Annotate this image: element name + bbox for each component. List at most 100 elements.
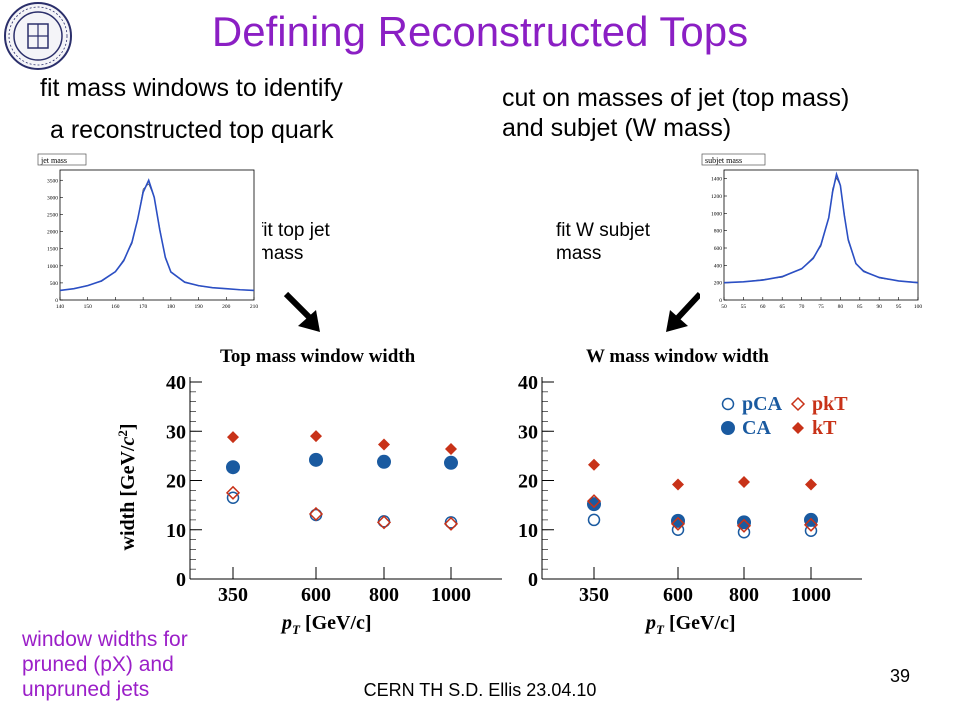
top-chart-ytick-label: 10 <box>166 520 186 542</box>
top-chart-point-kt <box>445 442 457 455</box>
subjet-mass-ytick-label: 600 <box>714 246 723 252</box>
w-chart-legend-marker-pkt <box>790 396 806 412</box>
left-text-line2: a reconstructed top quark <box>50 116 334 144</box>
jet-mass-ytick-label: 2500 <box>47 212 58 218</box>
top-chart-xlabel: pT [GeV/c] <box>280 612 372 637</box>
jet-mass-axes <box>59 169 255 301</box>
subjet-mass-xtick-label: 65 <box>779 304 785 310</box>
jet-mass-frame <box>36 150 262 312</box>
top-chart-point-ca <box>444 455 458 470</box>
jet-mass-ytick-label: 1000 <box>47 264 58 270</box>
subjet-mass-fit-curve <box>723 171 919 284</box>
top-mass-window-chart: Top mass window width 0 10 20 30 40 350 600 800 1… <box>115 346 502 637</box>
subjet-mass-xtick-label: 95 <box>896 304 902 310</box>
subjet-mass-ytick-label: 0 <box>719 298 722 304</box>
top-chart-ytick-label: 40 <box>166 372 186 394</box>
subjet-mass-ytick-label: 1200 <box>711 194 722 200</box>
top-chart-point-kt <box>227 431 239 444</box>
w-chart-legend-label-kt: kT <box>812 417 837 439</box>
w-mass-window-chart: W mass window width 0 10 20 30 40 350 600 800 100… <box>518 346 862 637</box>
subjet-mass-xtick-label: 55 <box>741 304 747 310</box>
jet-mass-ytick-label: 500 <box>50 281 59 287</box>
right-text-line1: cut on masses of jet (top mass) <box>502 84 850 112</box>
footer: CERN TH S.D. Ellis 23.04.10 <box>363 680 597 700</box>
w-chart-point-pca <box>587 513 601 527</box>
jet-mass-ytick-label: 3500 <box>47 178 58 184</box>
subjet-mass-ytick-label: 800 <box>714 229 723 235</box>
w-chart-point-kt <box>805 478 817 491</box>
subjet-mass-histogram: subjet mass 50 55 60 65 70 75 80 85 90 95 100 0 200 40… <box>700 150 926 312</box>
subjet-mass-xtick-label: 90 <box>876 304 882 310</box>
subjet-mass-xtick-label: 50 <box>721 304 727 310</box>
top-chart-ytick-label: 30 <box>166 421 186 443</box>
w-chart-point-ca <box>587 497 601 512</box>
w-chart-point-ca <box>804 512 818 527</box>
w-chart-xtick-label: 800 <box>729 584 759 606</box>
w-chart-legend-label-pkt: pkT <box>812 393 848 415</box>
w-chart-ytick-label: 20 <box>518 471 538 493</box>
top-chart-point-ca <box>377 454 391 469</box>
jet-mass-xtick-label: 140 <box>56 304 65 310</box>
bottom-note-line3: unpruned jets <box>22 678 150 701</box>
w-chart-ytick-label: 30 <box>518 421 538 443</box>
top-chart-point-pkt <box>308 506 324 522</box>
jet-mass-ytick-label: 2000 <box>47 230 58 236</box>
top-chart-point-ca <box>226 460 240 475</box>
w-chart-point-pkt <box>736 518 752 533</box>
top-chart-ytick-label: 20 <box>166 471 186 493</box>
subjet-mass-title: subjet mass <box>705 156 742 165</box>
w-chart-ytick-label: 10 <box>518 520 538 542</box>
subjet-mass-xtick-label: 85 <box>857 304 863 310</box>
subjet-mass-xtick-label: 80 <box>838 304 844 310</box>
university-seal-logo <box>4 2 72 70</box>
subjet-mass-frame <box>700 150 926 312</box>
left-fit-label-line1: fit top jet <box>258 220 330 241</box>
jet-mass-histogram: jet mass 140 150 160 170 180 190 200 210 0 500 1000… <box>36 150 262 312</box>
top-chart-point-pkt <box>376 515 392 530</box>
bottom-note: window widths for pruned (pX) and unprun… <box>22 627 282 702</box>
down-left-arrow-icon <box>666 291 703 332</box>
w-chart-point-ca <box>671 513 685 528</box>
slide-title: Defining Reconstructed Tops <box>211 8 749 55</box>
top-chart-point-pca <box>226 491 240 504</box>
top-chart-title: Top mass window width <box>220 346 416 367</box>
jet-mass-xtick-label: 150 <box>84 304 93 310</box>
w-chart-xtick-label: 600 <box>663 584 693 606</box>
bottom-note-line2: pruned (pX) and <box>22 653 174 676</box>
w-chart-legend-marker-kt <box>792 422 804 434</box>
w-chart-xlabel: pT [GeV/c] <box>644 612 736 637</box>
jet-mass-ytick-label: 1500 <box>47 247 58 253</box>
w-chart-point-kt <box>738 475 750 488</box>
w-chart-xtick-label: 350 <box>579 584 609 606</box>
jet-mass-xtick-label: 190 <box>194 304 203 310</box>
jet-mass-xtick-label: 160 <box>111 304 120 310</box>
top-chart-xtick-label: 800 <box>369 584 399 606</box>
w-chart-title: W mass window width <box>586 346 769 367</box>
jet-mass-xtick-label: 200 <box>222 304 231 310</box>
jet-mass-title: jet mass <box>40 156 67 165</box>
jet-mass-title-box <box>37 153 87 166</box>
top-chart-xtick-label: 600 <box>301 584 331 606</box>
right-fit-label-line2: mass <box>556 243 602 264</box>
subjet-mass-ytick-label: 200 <box>714 281 723 287</box>
subjet-mass-xtick-label: 60 <box>760 304 766 310</box>
w-chart-ytick-label: 0 <box>528 569 538 591</box>
top-chart-point-pkt <box>443 516 459 531</box>
subjet-mass-ytick-label: 400 <box>714 263 723 269</box>
left-text-line1: fit mass windows to identify <box>40 74 343 102</box>
w-chart-point-kt <box>588 458 600 471</box>
subjet-mass-xtick-label: 75 <box>818 304 824 310</box>
right-text-line2: and subjet (W mass) <box>502 114 732 142</box>
w-chart-xtick-label: 1000 <box>791 584 831 606</box>
subjet-mass-xtick-label: 70 <box>799 304 805 310</box>
top-chart-point-kt <box>378 438 390 451</box>
jet-mass-ytick-label: 3000 <box>47 195 58 201</box>
w-chart-point-pkt <box>670 516 686 531</box>
down-right-arrow-icon <box>283 291 320 332</box>
right-fit-label-line1: fit W subjet <box>556 220 650 241</box>
w-chart-ytick-label: 40 <box>518 372 538 394</box>
top-chart-point-pkt <box>225 485 241 500</box>
subjet-mass-xtick-label: 100 <box>914 304 923 310</box>
jet-mass-fit-curve <box>59 178 255 292</box>
jet-mass-ytick-label: 0 <box>55 298 58 304</box>
